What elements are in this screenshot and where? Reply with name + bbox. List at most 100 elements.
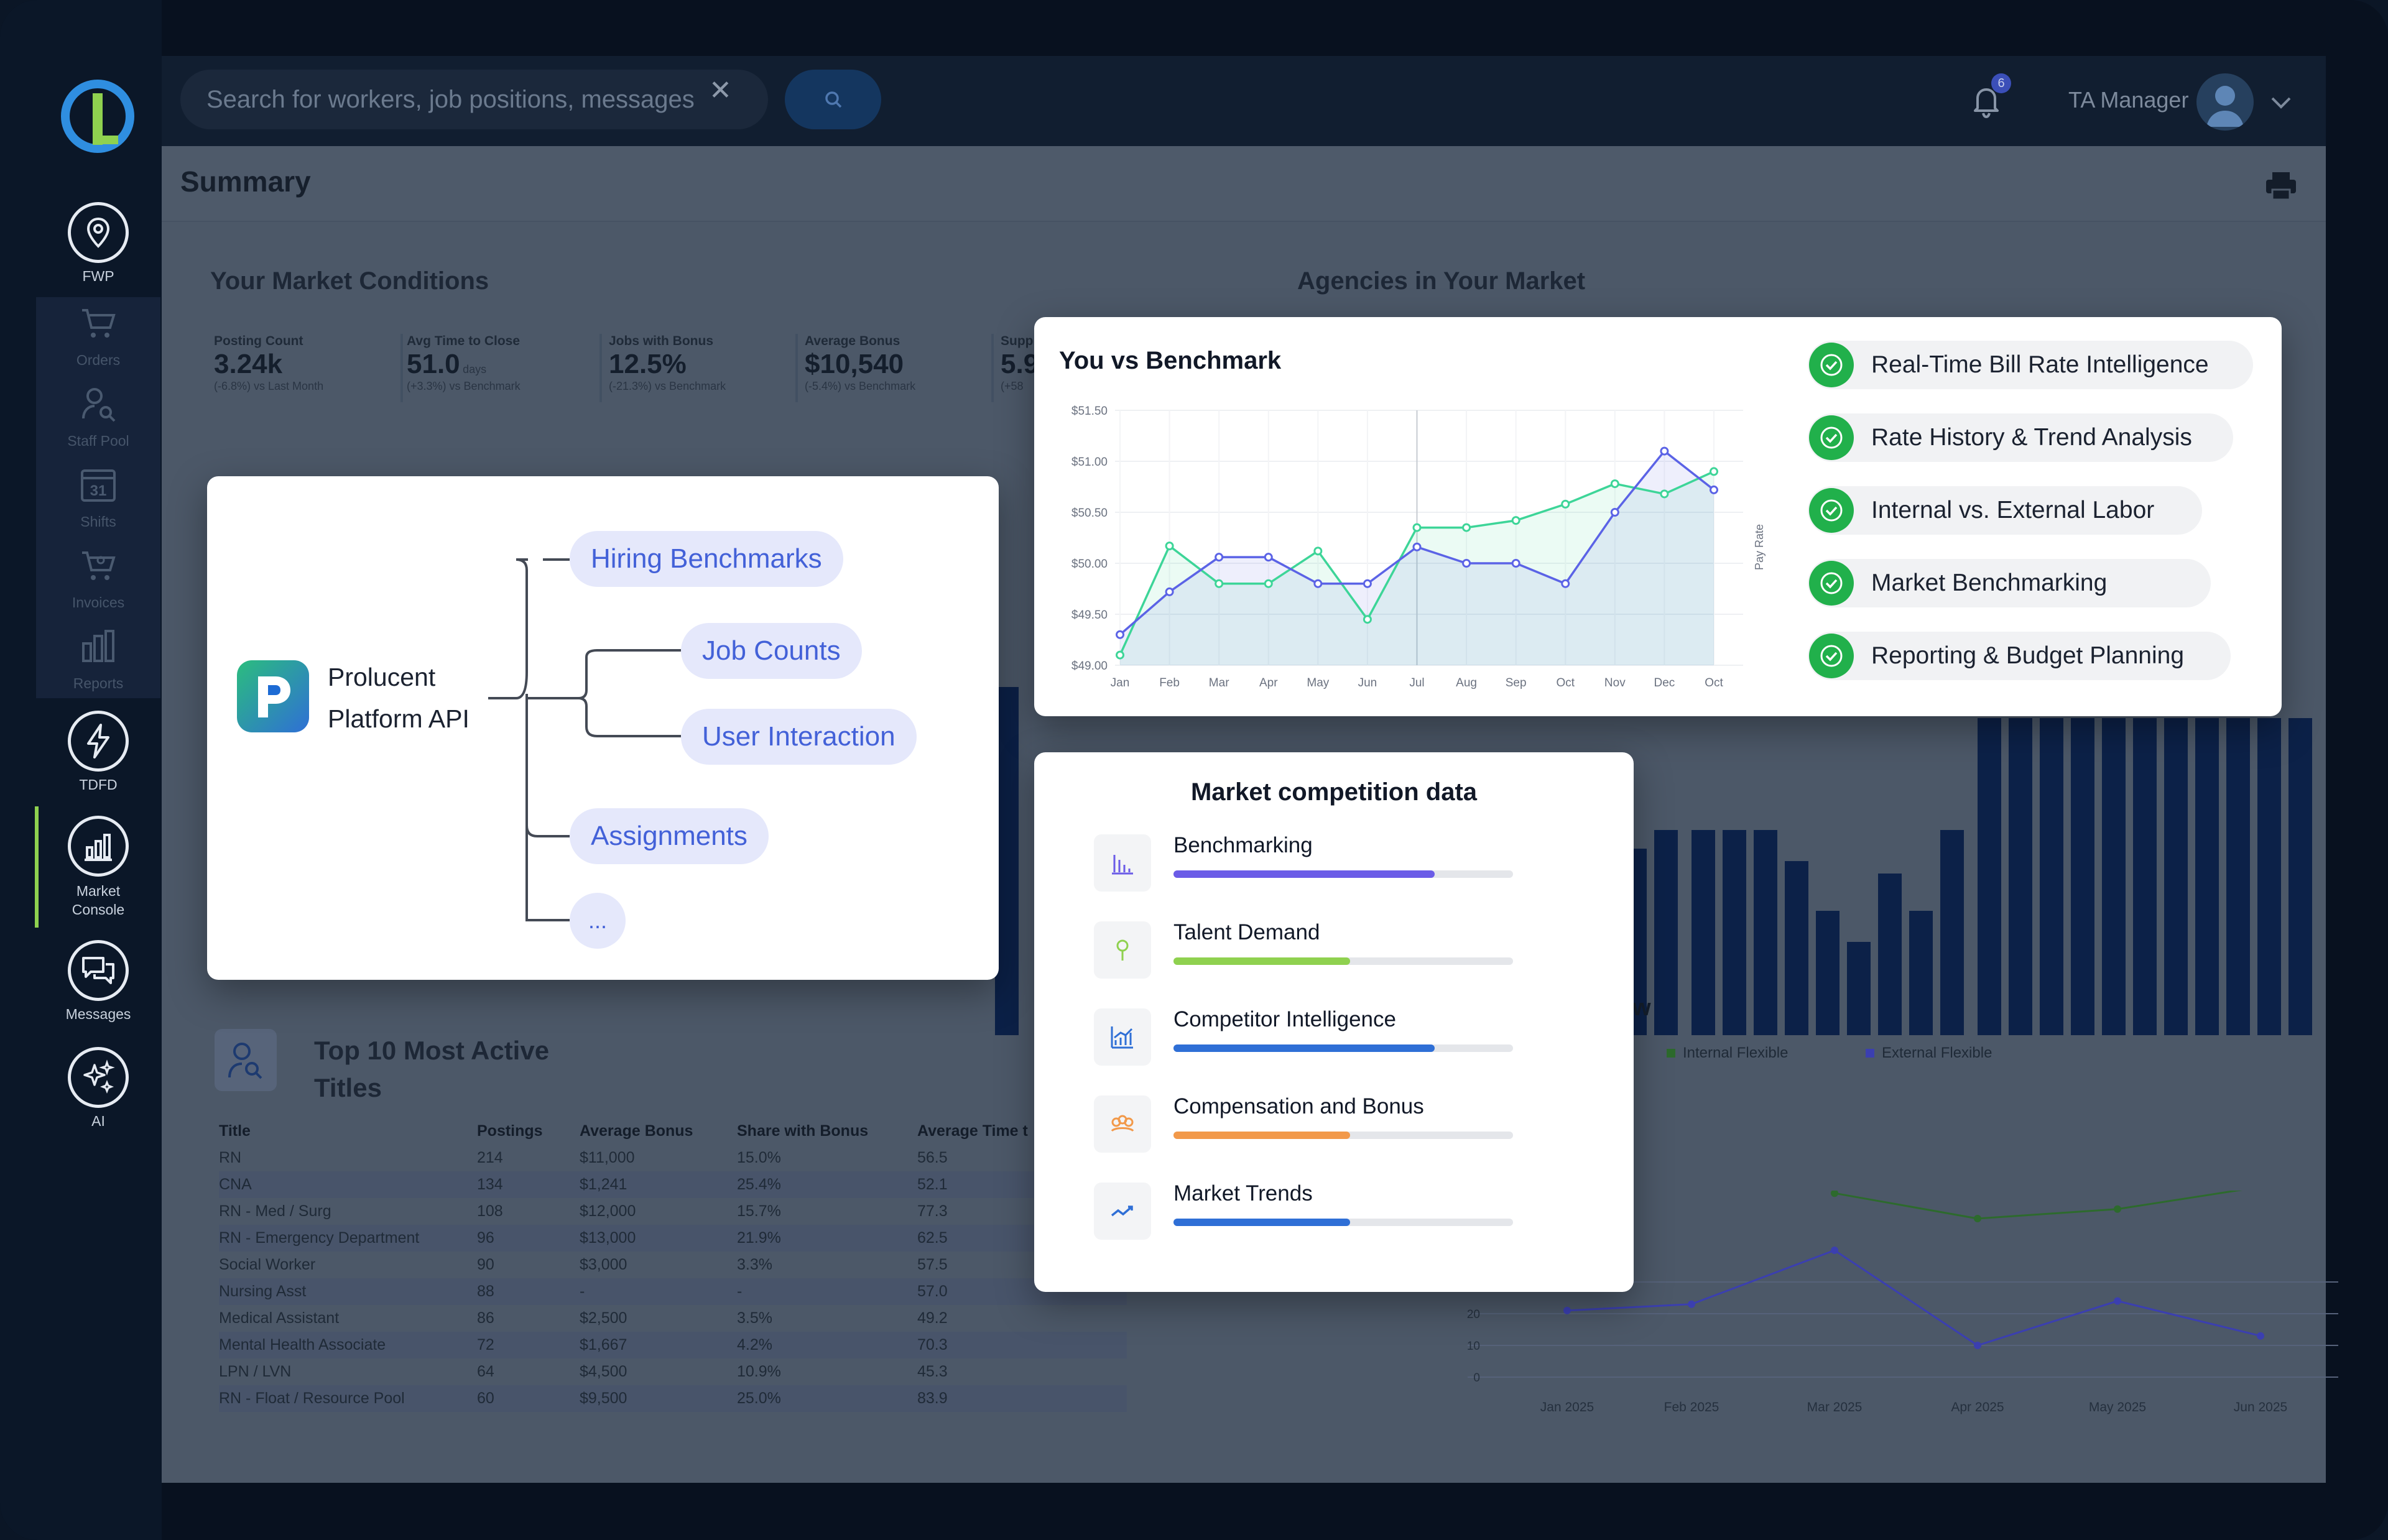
table-row[interactable]: CNA 134 $1,241 25.4% 52.1 <box>219 1171 1127 1198</box>
data-point[interactable] <box>1561 499 1570 509</box>
data-point[interactable] <box>1610 479 1619 489</box>
table-cell: - <box>737 1283 743 1300</box>
table-row[interactable]: RN 214 $11,000 15.0% 56.5 <box>219 1145 1127 1171</box>
item-label: Compensation and Bonus <box>1173 1094 1424 1118</box>
bg-bar <box>1723 830 1746 1035</box>
branch-more[interactable]: ... <box>570 893 626 949</box>
sidebar-subnav <box>36 297 160 698</box>
top-bar: Search for workers, job positions, messa… <box>162 56 2326 146</box>
data-point[interactable] <box>1710 485 1718 494</box>
table-row[interactable]: RN - Emergency Department 96 $13,000 21.9% 6… <box>219 1225 1127 1252</box>
market-competition-item[interactable]: Competitor Intelligence <box>1094 1001 1517 1069</box>
data-point[interactable] <box>1363 579 1372 588</box>
data-point[interactable] <box>1363 615 1372 624</box>
bg-bar <box>1654 830 1678 1035</box>
data-point[interactable] <box>1462 523 1471 532</box>
branch-hiring-benchmarks[interactable]: Hiring Benchmarks <box>570 531 843 587</box>
data-point[interactable] <box>1313 546 1323 556</box>
table-cell: 45.3 <box>917 1363 948 1380</box>
branch-assignments[interactable]: Assignments <box>570 808 769 864</box>
data-point[interactable] <box>1561 579 1570 588</box>
branch-job-counts[interactable]: Job Counts <box>681 623 862 679</box>
item-label: Talent Demand <box>1173 920 1320 944</box>
prolucent-logo-icon <box>237 660 309 732</box>
market-competition-item[interactable]: Compensation and Bonus <box>1094 1088 1517 1156</box>
data-point[interactable] <box>1511 559 1520 568</box>
data-point[interactable] <box>1660 446 1669 456</box>
sidebar-item-invoices[interactable]: Invoices <box>36 541 160 611</box>
table-row[interactable]: Mental Health Associate 72 $1,667 4.2% 70.3 <box>219 1332 1127 1358</box>
user-name[interactable]: TA Manager <box>2068 87 2189 113</box>
sidebar-item-messages[interactable]: Messages <box>36 940 160 1023</box>
table-row[interactable]: RN - Float / Resource Pool 60 $9,500 25.0% 8… <box>219 1385 1127 1412</box>
kpi-value: 3.24k <box>214 349 283 379</box>
data-point[interactable] <box>1264 553 1273 562</box>
table-row[interactable]: Medical Assistant 86 $2,500 3.5% 49.2 <box>219 1305 1127 1332</box>
data-point[interactable] <box>1313 579 1323 588</box>
data-point[interactable] <box>1165 587 1174 596</box>
avatar[interactable] <box>2196 73 2254 131</box>
kpi-label: Avg Time to Close <box>407 334 521 348</box>
sidebar-item-shifts[interactable]: 31 Shifts <box>36 460 160 530</box>
x-tick-label: May 2025 <box>2089 1400 2146 1414</box>
bars-icon <box>1094 834 1151 892</box>
sidebar-item-market-console[interactable]: Market Console <box>36 816 160 919</box>
sidebar-item-ai[interactable]: AI <box>36 1047 160 1130</box>
printer-icon[interactable] <box>2264 168 2298 203</box>
table-row[interactable]: RN - Med / Surg 108 $12,000 15.7% 77.3 <box>219 1198 1127 1225</box>
x-tick-label: Sep <box>1506 676 1527 689</box>
table-cell: RN - Med / Surg <box>219 1202 331 1220</box>
data-point[interactable] <box>1116 630 1124 639</box>
data-point[interactable] <box>1610 508 1619 517</box>
search-button[interactable] <box>785 70 881 129</box>
market-competition-item[interactable]: Market Trends <box>1094 1175 1517 1243</box>
table-row[interactable]: Nursing Asst 88 - - 57.0 <box>219 1278 1127 1305</box>
feature-label: Reporting & Budget Planning <box>1871 642 2185 669</box>
col-postings: Postings <box>477 1122 543 1140</box>
table-cell: $1,667 <box>580 1336 627 1353</box>
messages-icon <box>68 940 129 1001</box>
data-point[interactable] <box>1165 542 1174 551</box>
data-point[interactable] <box>1511 516 1520 525</box>
market-competition-item[interactable]: Talent Demand <box>1094 914 1517 982</box>
table-row[interactable]: LPN / LVN 64 $4,500 10.9% 45.3 <box>219 1358 1127 1385</box>
branch-user-interaction[interactable]: User Interaction <box>681 709 917 765</box>
sidebar-item-reports[interactable]: Reports <box>36 622 160 692</box>
growth-chart-icon <box>1094 1008 1151 1066</box>
close-icon[interactable]: ✕ <box>709 75 732 106</box>
data-point <box>1974 1342 1981 1349</box>
market-competition-item[interactable]: Benchmarking <box>1094 827 1517 895</box>
data-point[interactable] <box>1264 579 1273 588</box>
bg-bar <box>1785 861 1808 1035</box>
table-row[interactable]: Social Worker 90 $3,000 3.3% 57.5 <box>219 1252 1127 1278</box>
data-point[interactable] <box>1215 553 1224 562</box>
trend-icon <box>1094 1183 1151 1240</box>
data-point[interactable] <box>1660 489 1669 499</box>
sidebar-item-orders[interactable]: Orders <box>36 298 160 369</box>
chevron-down-icon[interactable] <box>2269 93 2293 112</box>
data-point[interactable] <box>1710 467 1718 476</box>
notification-button[interactable]: 6 <box>1965 73 2011 126</box>
kpi-value: 5.9 <box>1001 349 1039 379</box>
data-point[interactable] <box>1412 542 1422 551</box>
data-point[interactable] <box>1462 559 1471 568</box>
data-point[interactable] <box>1116 650 1124 660</box>
check-circle-icon <box>1809 415 1854 460</box>
table-cell: 62.5 <box>917 1229 948 1247</box>
kpi-label: Supply <box>1001 334 1045 348</box>
sidebar-item-fwp[interactable]: FWP <box>36 202 160 285</box>
bell-icon <box>1974 88 1999 119</box>
col-share-with-bonus: Share with Bonus <box>737 1122 869 1140</box>
data-point[interactable] <box>1412 523 1422 532</box>
x-tick-label: Jul <box>1409 676 1424 689</box>
y-tick-label: 0 <box>1473 1372 1480 1385</box>
search-input[interactable]: Search for workers, job positions, messa… <box>180 70 768 129</box>
table-cell: RN - Float / Resource Pool <box>219 1390 405 1407</box>
sidebar-item-staff-pool[interactable]: Staff Pool <box>36 379 160 450</box>
divider <box>991 334 994 402</box>
kpi-value: 51.0 <box>407 349 460 379</box>
x-tick-label: Apr 2025 <box>1951 1400 2004 1414</box>
data-point[interactable] <box>1215 579 1224 588</box>
check-circle-icon <box>1809 561 1854 606</box>
sidebar-item-tdfd[interactable]: TDFD <box>36 711 160 793</box>
